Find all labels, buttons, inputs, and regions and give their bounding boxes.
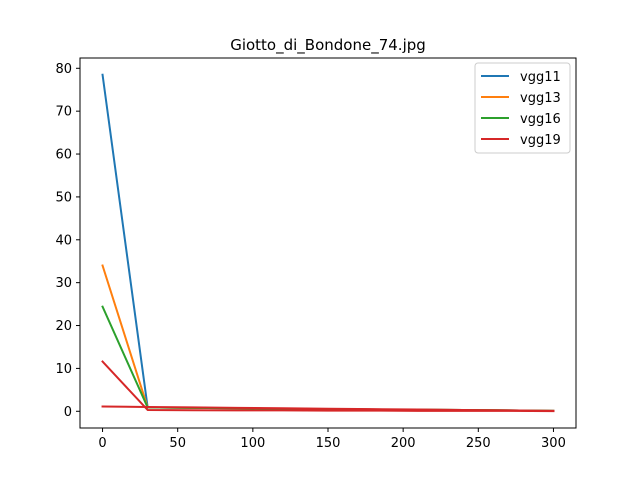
y-tick-label: 10 [55, 362, 72, 377]
x-tick-label: 100 [240, 436, 265, 451]
legend-label-vgg13: vgg13 [520, 91, 561, 106]
x-tick-label: 50 [169, 436, 186, 451]
x-tick-label: 300 [541, 436, 566, 451]
x-tick-label: 150 [316, 436, 341, 451]
y-tick-label: 80 [55, 62, 72, 77]
x-axis: 0 50 100 150 200 250 300 [98, 428, 566, 451]
x-tick-label: 250 [466, 436, 491, 451]
y-tick-label: 50 [55, 190, 72, 205]
legend-label-vgg11: vgg11 [520, 70, 561, 85]
series-layer [101, 73, 555, 413]
x-tick-label: 0 [98, 436, 106, 451]
legend: vgg11 vgg13 vgg16 vgg19 [474, 62, 571, 154]
chart-title: Giotto_di_Bondone_74.jpg [230, 36, 426, 55]
y-tick-label: 70 [55, 105, 72, 120]
y-axis: 0 10 20 30 40 50 60 70 80 [55, 62, 80, 420]
legend-label-vgg16: vgg16 [520, 112, 561, 127]
y-tick-label: 0 [64, 405, 72, 420]
y-tick-label: 20 [55, 319, 72, 334]
x-tick-label: 200 [391, 436, 416, 451]
legend-box [474, 62, 571, 154]
legend-label-vgg19: vgg19 [520, 133, 561, 148]
y-tick-label: 60 [55, 148, 72, 163]
series-line-vgg19-secondary [101, 405, 555, 412]
y-tick-label: 40 [55, 233, 72, 248]
y-tick-label: 30 [55, 276, 72, 291]
plot-area-frame [79, 57, 577, 429]
